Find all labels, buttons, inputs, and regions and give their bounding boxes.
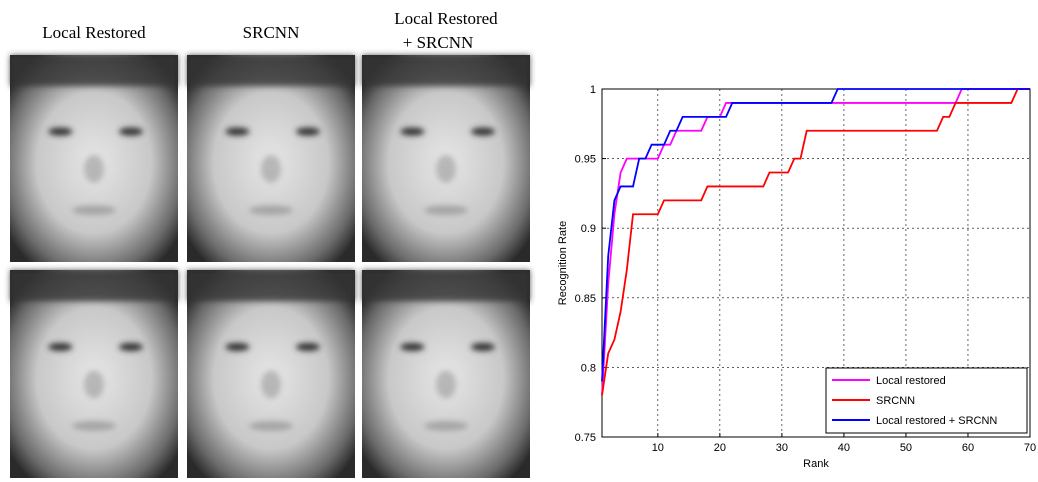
eye xyxy=(400,342,425,351)
face-features xyxy=(362,270,530,431)
x-tick-label: 30 xyxy=(776,442,788,454)
nose xyxy=(261,154,281,183)
x-axis-label: Rank xyxy=(803,458,829,470)
nose xyxy=(261,370,281,399)
nose xyxy=(436,370,456,399)
nose xyxy=(436,154,456,183)
series-line xyxy=(601,88,1030,396)
face-features xyxy=(187,55,355,216)
eye xyxy=(470,127,495,136)
nose xyxy=(84,370,104,399)
series-line xyxy=(601,88,1030,382)
y-tick-label: 1 xyxy=(590,84,596,96)
mouth xyxy=(249,205,293,216)
legend-label: SRCNN xyxy=(876,395,915,407)
face-features xyxy=(10,55,178,216)
column-header: Local Restored xyxy=(42,23,146,42)
eye xyxy=(118,127,143,136)
column-header: SRCNN xyxy=(243,23,300,42)
chart: 10 20 30 40 50 60 70 0.75 0.8 0.85 0.9 0.95 1 Rank Rec… xyxy=(557,84,1036,470)
y-tick-label: 0.8 xyxy=(581,362,596,374)
hair xyxy=(362,55,530,87)
y-tick-label: 0.9 xyxy=(581,223,596,235)
mouth xyxy=(424,421,468,431)
face-images: Local Restored SRCNN Local Restored + SRCNN xyxy=(10,9,530,478)
mouth xyxy=(72,205,116,216)
hair xyxy=(10,55,178,87)
hair xyxy=(187,270,355,302)
eye xyxy=(225,127,250,136)
column-header: + SRCNN xyxy=(403,33,474,52)
legend-label: Local restored + SRCNN xyxy=(876,415,997,427)
face-features xyxy=(187,270,355,431)
mouth xyxy=(72,421,116,431)
x-tick-label: 60 xyxy=(962,442,974,454)
eye xyxy=(470,342,495,351)
x-tick-label: 10 xyxy=(652,442,664,454)
x-tick-label: 70 xyxy=(1024,442,1036,454)
eye xyxy=(400,127,425,136)
eye xyxy=(295,127,320,136)
hair xyxy=(187,55,355,87)
hair xyxy=(362,270,530,302)
x-tick-label: 50 xyxy=(900,442,912,454)
eye xyxy=(48,127,73,136)
mouth xyxy=(424,205,468,216)
face-features xyxy=(10,270,178,431)
face-features xyxy=(362,55,530,216)
x-tick-label: 20 xyxy=(714,442,726,454)
column-header: Local Restored xyxy=(394,9,498,28)
y-axis-label: Recognition Rate xyxy=(557,221,569,305)
y-tick-label: 0.95 xyxy=(575,154,596,166)
y-tick-label: 0.85 xyxy=(575,293,596,305)
legend-label: Local restored xyxy=(876,375,946,387)
hair xyxy=(10,270,178,302)
eye xyxy=(118,342,143,351)
eye xyxy=(295,342,320,351)
eye xyxy=(225,342,250,351)
mouth xyxy=(249,421,293,431)
eye xyxy=(48,342,73,351)
x-tick-label: 40 xyxy=(838,442,850,454)
nose xyxy=(84,154,104,183)
plot-frame xyxy=(601,88,1031,438)
y-tick-label: 0.75 xyxy=(575,432,596,444)
